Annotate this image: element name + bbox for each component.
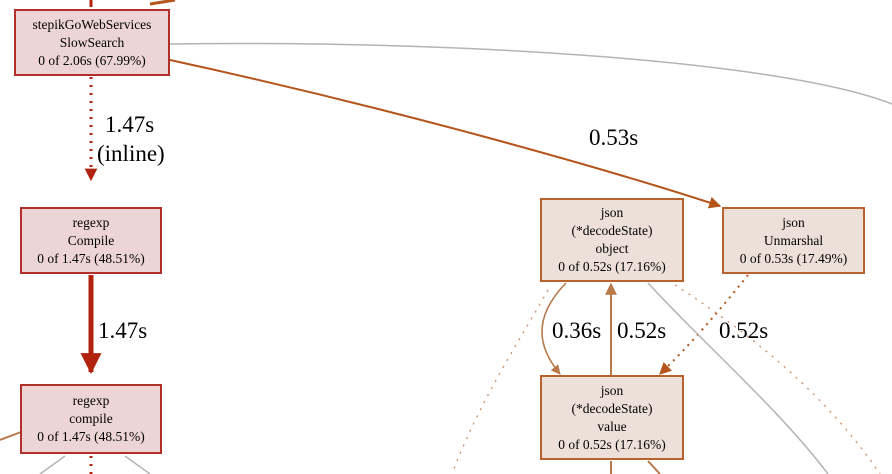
- edge-label-slowsearch-to-compile-inline: (inline): [97, 141, 165, 166]
- node-compile-upper-line-3: 0 of 1.47s (48.51%): [37, 250, 145, 266]
- node-object-line-3: object: [595, 241, 629, 256]
- edge-slowsearch-to-unmarshal: [169, 59, 722, 209]
- edge-unmarshal-to-value: [659, 274, 749, 375]
- node-value-line-1: json: [600, 382, 624, 398]
- node-compile-lower-line-3: 0 of 1.47s (48.51%): [37, 429, 145, 444]
- edge-label-slowsearch-to-compile: 1.47s (inline): [97, 110, 165, 168]
- node-compile-upper-line-1: regexp: [72, 214, 110, 230]
- node-json-decode-value[interactable]: json (*decodeState) value 0 of 0.52s (17…: [540, 375, 684, 460]
- edge-compile-out-gray-1: [39, 455, 66, 474]
- node-unmarshal-line-2: Unmarshal: [763, 232, 824, 248]
- node-value-line-3: value: [597, 418, 627, 434]
- edge-value-down-right: [647, 460, 661, 474]
- node-unmarshal-line-1: json: [782, 214, 805, 230]
- edge-label-slowsearch-to-unmarshal: 0.53s: [589, 125, 639, 150]
- node-slowsearch-line-3: 0 of 2.06s (67.99%): [38, 52, 146, 68]
- node-object-line-4: 0 of 0.52s (17.16%): [558, 259, 666, 274]
- node-compile-upper-line-2: Compile: [67, 232, 115, 248]
- edge-slowsearch-gray: [169, 42, 892, 105]
- node-compile-lower-line-2: compile: [69, 411, 113, 426]
- edge-label-unmarshal-to-value: 0.52s: [719, 318, 769, 343]
- edge-label-slowsearch-to-compile-time: 1.47s: [105, 112, 155, 137]
- edge-compile-out-left: [0, 431, 22, 441]
- node-compile-lower-line-1: regexp: [72, 393, 110, 408]
- edge-object-dotted-left: [451, 289, 549, 474]
- node-regexp-compile-lower[interactable]: regexp compile 0 of 1.47s (48.51%): [20, 384, 162, 454]
- node-value-line-2: (*decodeState): [571, 400, 653, 416]
- edge-label-value-to-object: 0.52s: [617, 318, 667, 343]
- edge-label-object-to-value: 0.36s: [552, 318, 602, 343]
- node-json-unmarshal[interactable]: json Unmarshal 0 of 0.53s (17.49%): [722, 207, 865, 274]
- node-slowsearch[interactable]: stepikGoWebServices SlowSearch 0 of 2.06…: [14, 9, 170, 76]
- node-unmarshal-line-3: 0 of 0.53s (17.49%): [739, 250, 848, 266]
- edge-object-gray: [647, 282, 829, 474]
- node-slowsearch-line-2: SlowSearch: [59, 34, 125, 50]
- edge-object-to-value: [541, 282, 567, 375]
- node-value-line-4: 0 of 0.52s (17.16%): [558, 436, 666, 452]
- node-regexp-compile-upper[interactable]: regexp Compile 0 of 1.47s (48.51%): [20, 207, 162, 274]
- node-object-line-2: (*decodeState): [571, 223, 653, 238]
- edge-label-compile-to-compile: 1.47s: [98, 318, 148, 343]
- node-object-line-1: json: [600, 205, 624, 220]
- edge-incoming-slowsearch-right: [149, 0, 176, 6]
- node-slowsearch-line-1: stepikGoWebServices: [32, 16, 152, 32]
- edge-object-dotted-right: [674, 284, 881, 474]
- edge-compile-out-gray-2: [124, 455, 151, 474]
- node-json-decode-object[interactable]: json (*decodeState) object 0 of 0.52s (1…: [540, 198, 684, 282]
